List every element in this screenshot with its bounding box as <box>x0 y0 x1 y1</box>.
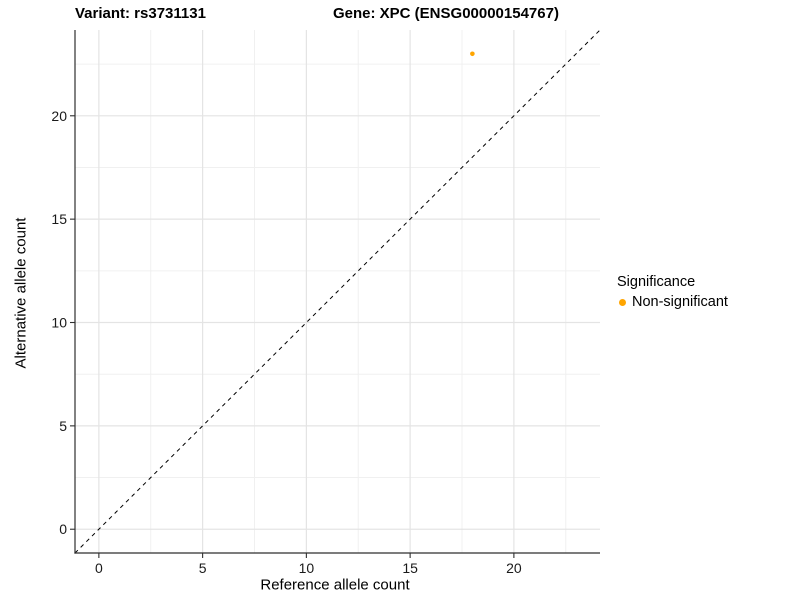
svg-text:0: 0 <box>95 560 103 576</box>
y-tick-labels: 0 5 10 15 20 <box>51 108 67 537</box>
legend-item: Non-significant <box>617 294 728 311</box>
tick-marks <box>70 115 515 558</box>
legend-item-label: Non-significant <box>632 294 728 310</box>
legend: Significance Non-significant <box>617 273 728 311</box>
legend-title: Significance <box>617 274 696 290</box>
svg-text:5: 5 <box>59 418 67 434</box>
svg-text:5: 5 <box>199 560 207 576</box>
axis-lines <box>74 30 600 554</box>
svg-text:15: 15 <box>402 560 418 576</box>
identity-line <box>74 29 601 554</box>
svg-text:15: 15 <box>51 211 67 227</box>
plot-title-gene: Gene: XPC (ENSG00000154767) <box>333 5 559 22</box>
x-tick-labels: 0 5 10 15 20 <box>95 560 522 576</box>
data-points <box>470 51 475 57</box>
svg-text:20: 20 <box>51 108 67 124</box>
x-axis-label: Reference allele count <box>260 576 410 594</box>
data-point <box>470 51 475 57</box>
svg-text:10: 10 <box>51 315 67 331</box>
svg-text:0: 0 <box>59 521 67 537</box>
legend-point-icon <box>619 299 626 306</box>
y-axis-label: Alternative allele count <box>12 217 30 369</box>
plot-title-variant: Variant: rs3731131 <box>75 5 206 22</box>
svg-text:10: 10 <box>299 560 315 576</box>
gridlines-major <box>75 30 600 553</box>
gridlines-minor <box>75 30 600 553</box>
svg-text:20: 20 <box>506 560 522 576</box>
